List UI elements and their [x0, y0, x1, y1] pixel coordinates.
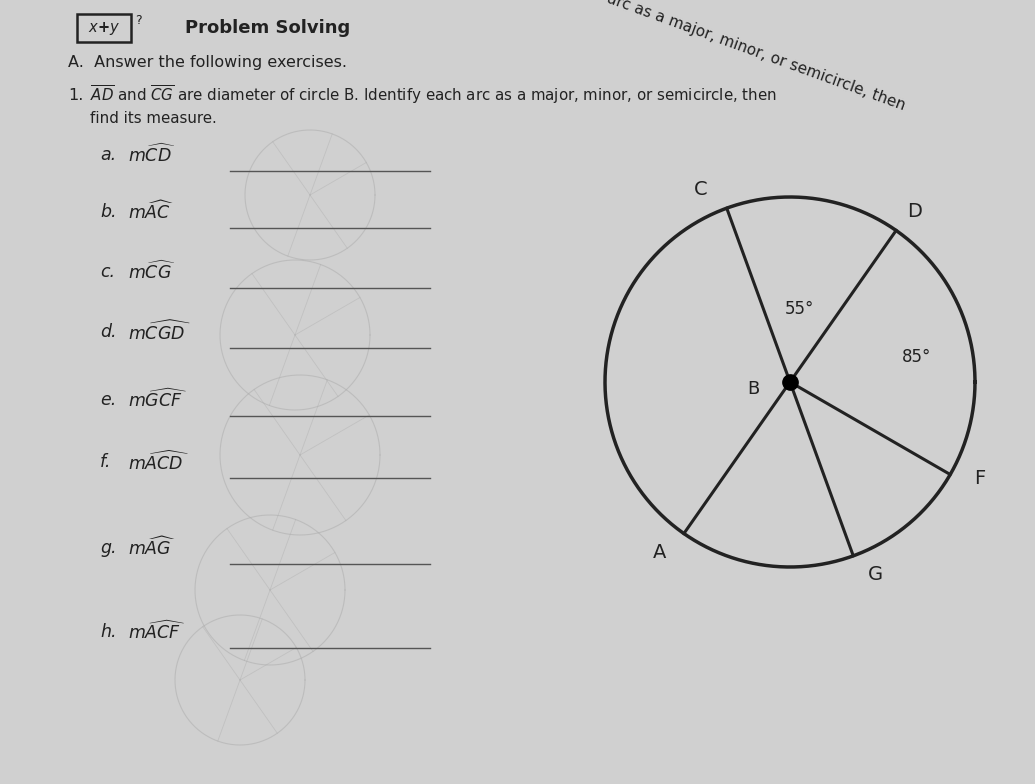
Text: d.: d.	[100, 323, 117, 341]
Text: ?: ?	[135, 13, 142, 27]
Text: Problem Solving: Problem Solving	[185, 19, 350, 37]
Text: m$\widehat{CD}$: m$\widehat{CD}$	[128, 143, 176, 166]
Text: b.: b.	[100, 203, 117, 221]
Text: C: C	[694, 180, 708, 199]
Text: h.: h.	[100, 623, 117, 641]
Text: 1.: 1.	[68, 88, 84, 103]
Text: f.: f.	[100, 453, 112, 471]
Text: D: D	[907, 202, 922, 221]
Text: m$\widehat{ACD}$: m$\widehat{ACD}$	[128, 451, 188, 474]
Text: 85°: 85°	[903, 348, 932, 366]
Text: m$\widehat{AC}$: m$\widehat{AC}$	[128, 201, 174, 223]
Text: m$\widehat{GCF}$: m$\widehat{GCF}$	[128, 389, 187, 412]
Text: m$\widehat{ACF}$: m$\widehat{ACF}$	[128, 621, 185, 644]
Text: F: F	[974, 469, 985, 488]
Text: arc as a major, minor, or semicircle, then: arc as a major, minor, or semicircle, th…	[605, 0, 908, 113]
Text: e.: e.	[100, 391, 116, 409]
Text: g.: g.	[100, 539, 117, 557]
Text: find its measure.: find its measure.	[90, 111, 216, 125]
Text: A.  Answer the following exercises.: A. Answer the following exercises.	[68, 55, 347, 70]
Text: G: G	[868, 564, 883, 584]
Text: m$\widehat{CG}$: m$\widehat{CG}$	[128, 261, 176, 283]
Text: B: B	[747, 380, 759, 398]
FancyBboxPatch shape	[77, 14, 131, 42]
Text: m$\widehat{AG}$: m$\widehat{AG}$	[128, 537, 176, 559]
Text: $\overline{AD}$ and $\overline{CG}$ are diameter of circle B. Identify each arc : $\overline{AD}$ and $\overline{CG}$ are …	[90, 84, 776, 107]
Text: A: A	[653, 543, 667, 561]
Text: 55°: 55°	[785, 299, 815, 318]
Text: c.: c.	[100, 263, 115, 281]
Text: a.: a.	[100, 146, 116, 164]
Text: $x$+$y$: $x$+$y$	[88, 20, 120, 37]
Text: m$\widehat{CGD}$: m$\widehat{CGD}$	[128, 321, 190, 343]
